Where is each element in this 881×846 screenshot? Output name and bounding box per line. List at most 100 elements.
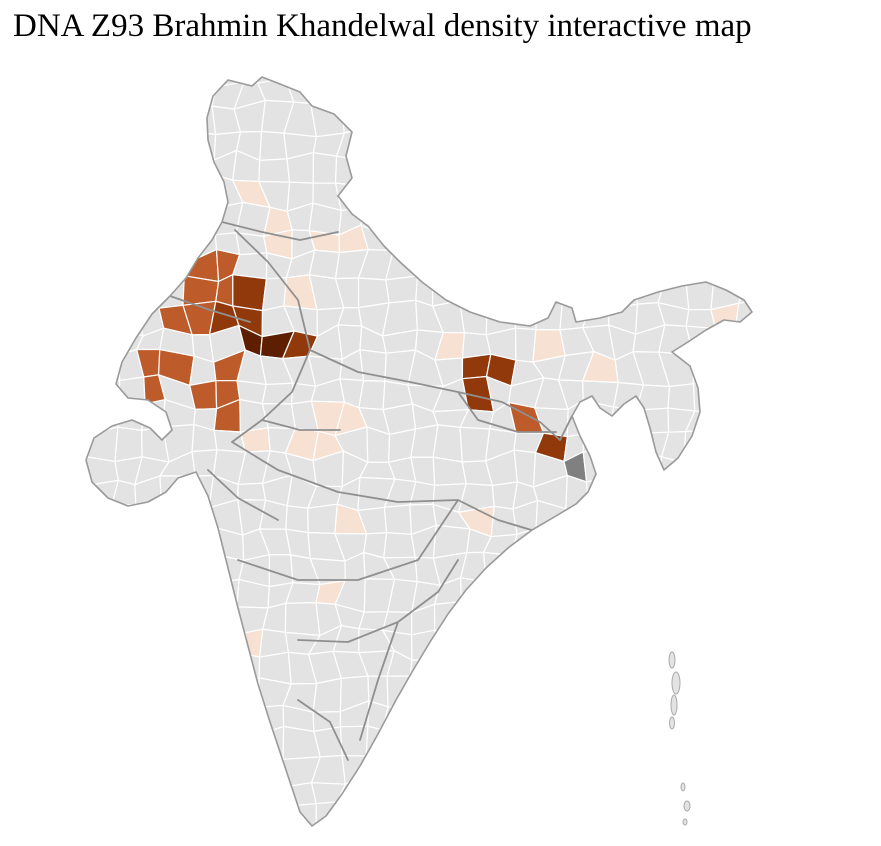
district-cell[interactable] bbox=[408, 225, 443, 263]
district-cell[interactable] bbox=[589, 729, 621, 762]
district-cell[interactable] bbox=[540, 557, 571, 582]
district-cell[interactable] bbox=[508, 627, 544, 660]
district-cell[interactable] bbox=[358, 799, 391, 837]
district-cell[interactable] bbox=[634, 128, 664, 160]
district-cell[interactable] bbox=[112, 603, 142, 629]
district-cell[interactable] bbox=[533, 658, 563, 687]
district-cell[interactable] bbox=[685, 53, 716, 86]
district-cell[interactable] bbox=[634, 575, 671, 608]
district-cell[interactable] bbox=[482, 600, 513, 631]
district-cell[interactable] bbox=[734, 634, 767, 658]
district-cell[interactable] bbox=[139, 574, 172, 606]
district-cell[interactable] bbox=[758, 828, 785, 846]
district-cell[interactable] bbox=[663, 252, 696, 285]
district-cell[interactable] bbox=[632, 255, 668, 285]
district-cell[interactable] bbox=[657, 126, 690, 160]
district-cell[interactable] bbox=[70, 174, 93, 207]
district-cell[interactable] bbox=[383, 175, 417, 210]
district-cell[interactable] bbox=[214, 578, 240, 608]
district-cell[interactable] bbox=[367, 150, 387, 188]
district-cell[interactable] bbox=[308, 53, 347, 85]
district-cell[interactable] bbox=[735, 457, 770, 483]
district-cell[interactable] bbox=[660, 707, 695, 732]
district-cell[interactable] bbox=[688, 623, 710, 658]
district-cell[interactable] bbox=[157, 203, 192, 236]
district-cell[interactable] bbox=[588, 549, 620, 588]
district-cell[interactable] bbox=[511, 204, 545, 228]
district-cell[interactable] bbox=[161, 103, 197, 138]
district-cell[interactable] bbox=[408, 675, 443, 712]
district-cell[interactable] bbox=[158, 683, 193, 709]
district-cell[interactable] bbox=[535, 831, 565, 846]
district-cell[interactable] bbox=[208, 652, 243, 685]
district-cell[interactable] bbox=[415, 79, 441, 110]
district-cell[interactable] bbox=[485, 701, 519, 730]
district-cell[interactable] bbox=[615, 781, 639, 810]
district-cell[interactable] bbox=[182, 103, 217, 136]
district-cell[interactable] bbox=[239, 427, 271, 453]
district-cell[interactable] bbox=[683, 429, 716, 464]
district-cell[interactable] bbox=[609, 406, 645, 434]
district-cell[interactable] bbox=[663, 200, 692, 234]
district-cell[interactable] bbox=[160, 130, 197, 155]
district-cell[interactable] bbox=[685, 325, 717, 363]
district-cell[interactable] bbox=[235, 808, 269, 834]
district-cell[interactable] bbox=[660, 728, 695, 762]
district-cell[interactable] bbox=[611, 100, 637, 139]
island[interactable] bbox=[671, 671, 681, 695]
district-cell[interactable] bbox=[111, 503, 139, 539]
district-cell[interactable] bbox=[560, 601, 588, 638]
district-cell[interactable] bbox=[763, 75, 790, 111]
district-cell[interactable] bbox=[593, 231, 615, 258]
district-cell[interactable] bbox=[691, 775, 719, 814]
district-cell[interactable] bbox=[516, 224, 539, 261]
district-cell[interactable] bbox=[432, 456, 467, 486]
district-cell[interactable] bbox=[716, 749, 746, 782]
district-cell[interactable] bbox=[512, 84, 539, 111]
district-cell[interactable] bbox=[508, 604, 546, 631]
district-cell[interactable] bbox=[456, 251, 492, 282]
district-cell[interactable] bbox=[758, 601, 788, 636]
district-cell[interactable] bbox=[133, 524, 171, 559]
district-cell[interactable] bbox=[436, 684, 466, 709]
district-cell[interactable] bbox=[212, 675, 242, 713]
district-cell[interactable] bbox=[631, 76, 671, 112]
district-cell[interactable] bbox=[160, 581, 188, 609]
district-cell[interactable] bbox=[141, 128, 171, 157]
district-cell[interactable] bbox=[591, 651, 620, 684]
district-cell[interactable] bbox=[666, 52, 691, 79]
district-cell[interactable] bbox=[70, 658, 93, 686]
district-cell[interactable] bbox=[160, 604, 195, 635]
district-cell[interactable] bbox=[507, 128, 538, 160]
district-cell[interactable] bbox=[662, 106, 691, 133]
district-cell[interactable] bbox=[191, 655, 216, 685]
district-cell[interactable] bbox=[134, 779, 162, 808]
district-cell[interactable] bbox=[608, 575, 646, 608]
district-cell[interactable] bbox=[567, 151, 593, 181]
district-cell[interactable] bbox=[237, 482, 267, 501]
district-cell[interactable] bbox=[565, 51, 593, 88]
district-cell[interactable] bbox=[61, 482, 85, 512]
district-cell[interactable] bbox=[560, 651, 595, 687]
district-cell[interactable] bbox=[759, 207, 793, 234]
district-cell[interactable] bbox=[613, 448, 639, 478]
district-cell[interactable] bbox=[132, 278, 164, 309]
district-cell[interactable] bbox=[66, 603, 95, 636]
district-cell[interactable] bbox=[640, 707, 662, 738]
district-cell[interactable] bbox=[734, 707, 765, 737]
district-cell[interactable] bbox=[63, 802, 88, 835]
district-cell[interactable] bbox=[234, 753, 270, 786]
district-cell[interactable] bbox=[708, 805, 745, 829]
district-cell[interactable] bbox=[461, 157, 489, 188]
district-cell[interactable] bbox=[61, 431, 87, 458]
district-cell[interactable] bbox=[116, 280, 135, 314]
district-cell[interactable] bbox=[85, 652, 122, 685]
district-cell[interactable] bbox=[84, 801, 117, 836]
district-cell[interactable] bbox=[334, 182, 370, 212]
district-cell[interactable] bbox=[459, 775, 497, 811]
district-cell[interactable] bbox=[637, 473, 667, 509]
district-cell[interactable] bbox=[633, 808, 670, 830]
district-cell[interactable] bbox=[685, 827, 710, 846]
district-cell[interactable] bbox=[609, 256, 645, 287]
district-cell[interactable] bbox=[85, 82, 118, 107]
